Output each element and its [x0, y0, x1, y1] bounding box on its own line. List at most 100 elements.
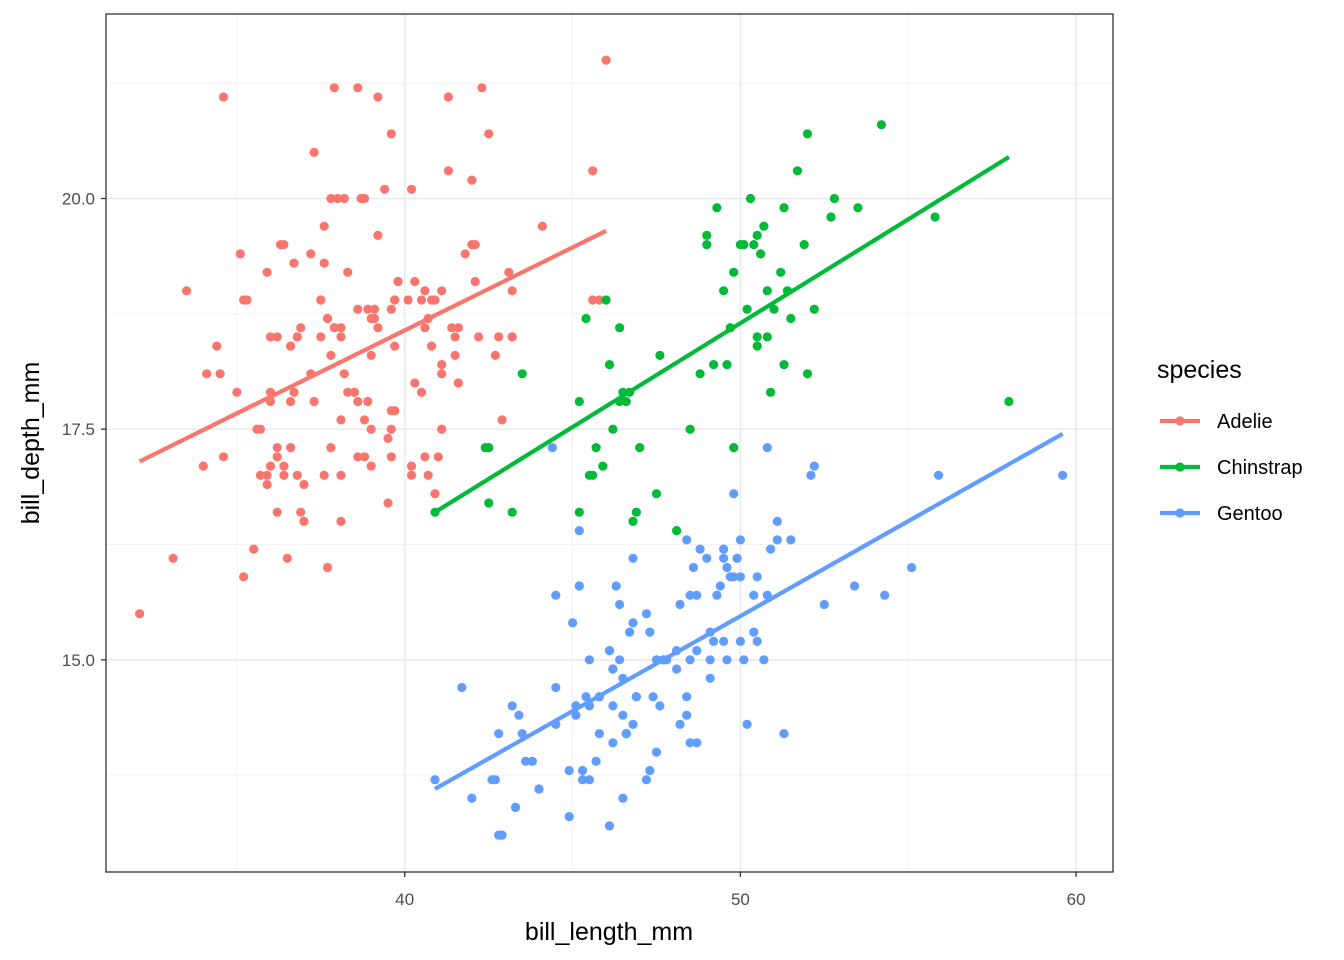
- data-point-adelie: [373, 92, 383, 102]
- data-point-adelie: [373, 323, 383, 333]
- data-point-adelie: [319, 470, 329, 480]
- plot-panel: [106, 14, 1113, 872]
- data-point-adelie: [239, 295, 249, 305]
- data-point-chinstrap: [776, 267, 786, 277]
- data-point-adelie: [504, 267, 514, 277]
- data-point-adelie: [299, 516, 309, 527]
- data-point-gentoo: [534, 784, 544, 794]
- data-point-adelie: [198, 461, 208, 471]
- data-point-gentoo: [752, 636, 762, 647]
- data-point-chinstrap: [484, 498, 494, 508]
- legend-label: Chinstrap: [1217, 457, 1303, 479]
- data-point-adelie: [484, 129, 494, 139]
- data-point-gentoo: [685, 655, 695, 665]
- data-point-gentoo: [705, 673, 715, 683]
- data-point-gentoo: [715, 581, 725, 591]
- data-point-adelie: [437, 286, 447, 296]
- data-point-gentoo: [608, 664, 618, 674]
- data-point-adelie: [406, 470, 417, 480]
- y-tick-label: 20.0: [62, 190, 95, 209]
- data-point-gentoo: [739, 655, 749, 665]
- data-point-gentoo: [594, 729, 605, 739]
- data-point-adelie: [286, 443, 296, 453]
- legend: species Adelie Chinstrap Gentoo: [1157, 356, 1303, 525]
- data-point-adelie: [477, 83, 487, 93]
- legend-label: Adelie: [1217, 411, 1273, 433]
- data-point-adelie: [353, 304, 363, 314]
- data-point-adelie: [292, 332, 302, 342]
- data-point-adelie: [336, 415, 346, 425]
- data-point-chinstrap: [507, 507, 517, 517]
- data-point-adelie: [386, 129, 396, 139]
- data-point-adelie: [390, 295, 400, 305]
- data-point-adelie: [427, 341, 437, 351]
- data-point-gentoo: [497, 830, 507, 840]
- data-point-chinstrap: [752, 341, 762, 351]
- data-point-gentoo: [719, 636, 729, 647]
- data-point-chinstrap: [685, 424, 695, 434]
- data-point-adelie: [386, 452, 396, 462]
- plot-panel-border: [105, 13, 1114, 873]
- data-point-gentoo: [615, 599, 625, 610]
- data-point-gentoo: [574, 581, 584, 591]
- data-point-gentoo: [849, 581, 860, 591]
- data-point-adelie: [286, 396, 296, 407]
- data-point-chinstrap: [1004, 396, 1014, 407]
- data-point-adelie: [359, 452, 370, 462]
- data-point-gentoo: [645, 627, 655, 637]
- data-point-adelie: [262, 470, 272, 480]
- data-point-adelie: [366, 313, 376, 324]
- data-point-gentoo: [547, 443, 558, 453]
- data-point-adelie: [594, 295, 605, 305]
- data-point-chinstrap: [769, 304, 779, 314]
- data-point-adelie: [443, 92, 453, 102]
- data-point-adelie: [366, 461, 376, 471]
- data-point-gentoo: [749, 590, 759, 600]
- data-point-gentoo: [641, 775, 652, 785]
- data-point-gentoo: [467, 793, 477, 803]
- data-point-gentoo: [584, 655, 595, 665]
- data-point-adelie: [272, 452, 282, 462]
- data-point-gentoo: [682, 692, 692, 702]
- data-point-adelie: [363, 304, 373, 314]
- data-point-gentoo: [521, 756, 531, 766]
- data-point-adelie: [309, 396, 319, 407]
- data-point-adelie: [279, 240, 289, 250]
- legend-label: Gentoo: [1217, 503, 1283, 525]
- data-point-gentoo: [702, 553, 712, 563]
- data-point-adelie: [386, 304, 396, 314]
- data-point-adelie: [306, 249, 316, 259]
- data-point-adelie: [322, 313, 333, 324]
- x-axis-title: bill_length_mm: [525, 918, 693, 946]
- data-point-adelie: [296, 323, 306, 333]
- data-point-adelie: [369, 304, 380, 314]
- data-point-adelie: [326, 193, 336, 204]
- data-point-adelie: [333, 193, 343, 204]
- data-point-adelie: [410, 276, 420, 287]
- data-point-gentoo: [685, 738, 695, 748]
- data-point-gentoo: [618, 793, 628, 803]
- data-point-adelie: [588, 295, 598, 305]
- legend-item-adelie: Adelie: [1160, 411, 1273, 433]
- data-point-adelie: [383, 498, 393, 508]
- data-point-chinstrap: [655, 350, 665, 360]
- data-point-adelie: [265, 461, 276, 471]
- data-point-adelie: [416, 387, 427, 397]
- data-point-adelie: [249, 544, 259, 554]
- data-point-adelie: [336, 470, 346, 480]
- data-point-chinstrap: [574, 396, 584, 407]
- data-point-adelie: [386, 424, 396, 434]
- data-point-gentoo: [628, 719, 638, 730]
- data-point-adelie: [255, 470, 265, 480]
- data-point-gentoo: [631, 692, 642, 702]
- data-point-chinstrap: [628, 516, 638, 527]
- data-point-adelie: [309, 147, 319, 157]
- data-point-adelie: [232, 387, 242, 397]
- data-point-chinstrap: [621, 396, 631, 407]
- data-point-gentoo: [732, 553, 742, 563]
- data-point-chinstrap: [484, 443, 494, 453]
- data-point-gentoo: [628, 618, 638, 628]
- data-point-adelie: [497, 415, 507, 425]
- data-point-gentoo: [564, 812, 574, 822]
- data-point-gentoo: [430, 775, 440, 785]
